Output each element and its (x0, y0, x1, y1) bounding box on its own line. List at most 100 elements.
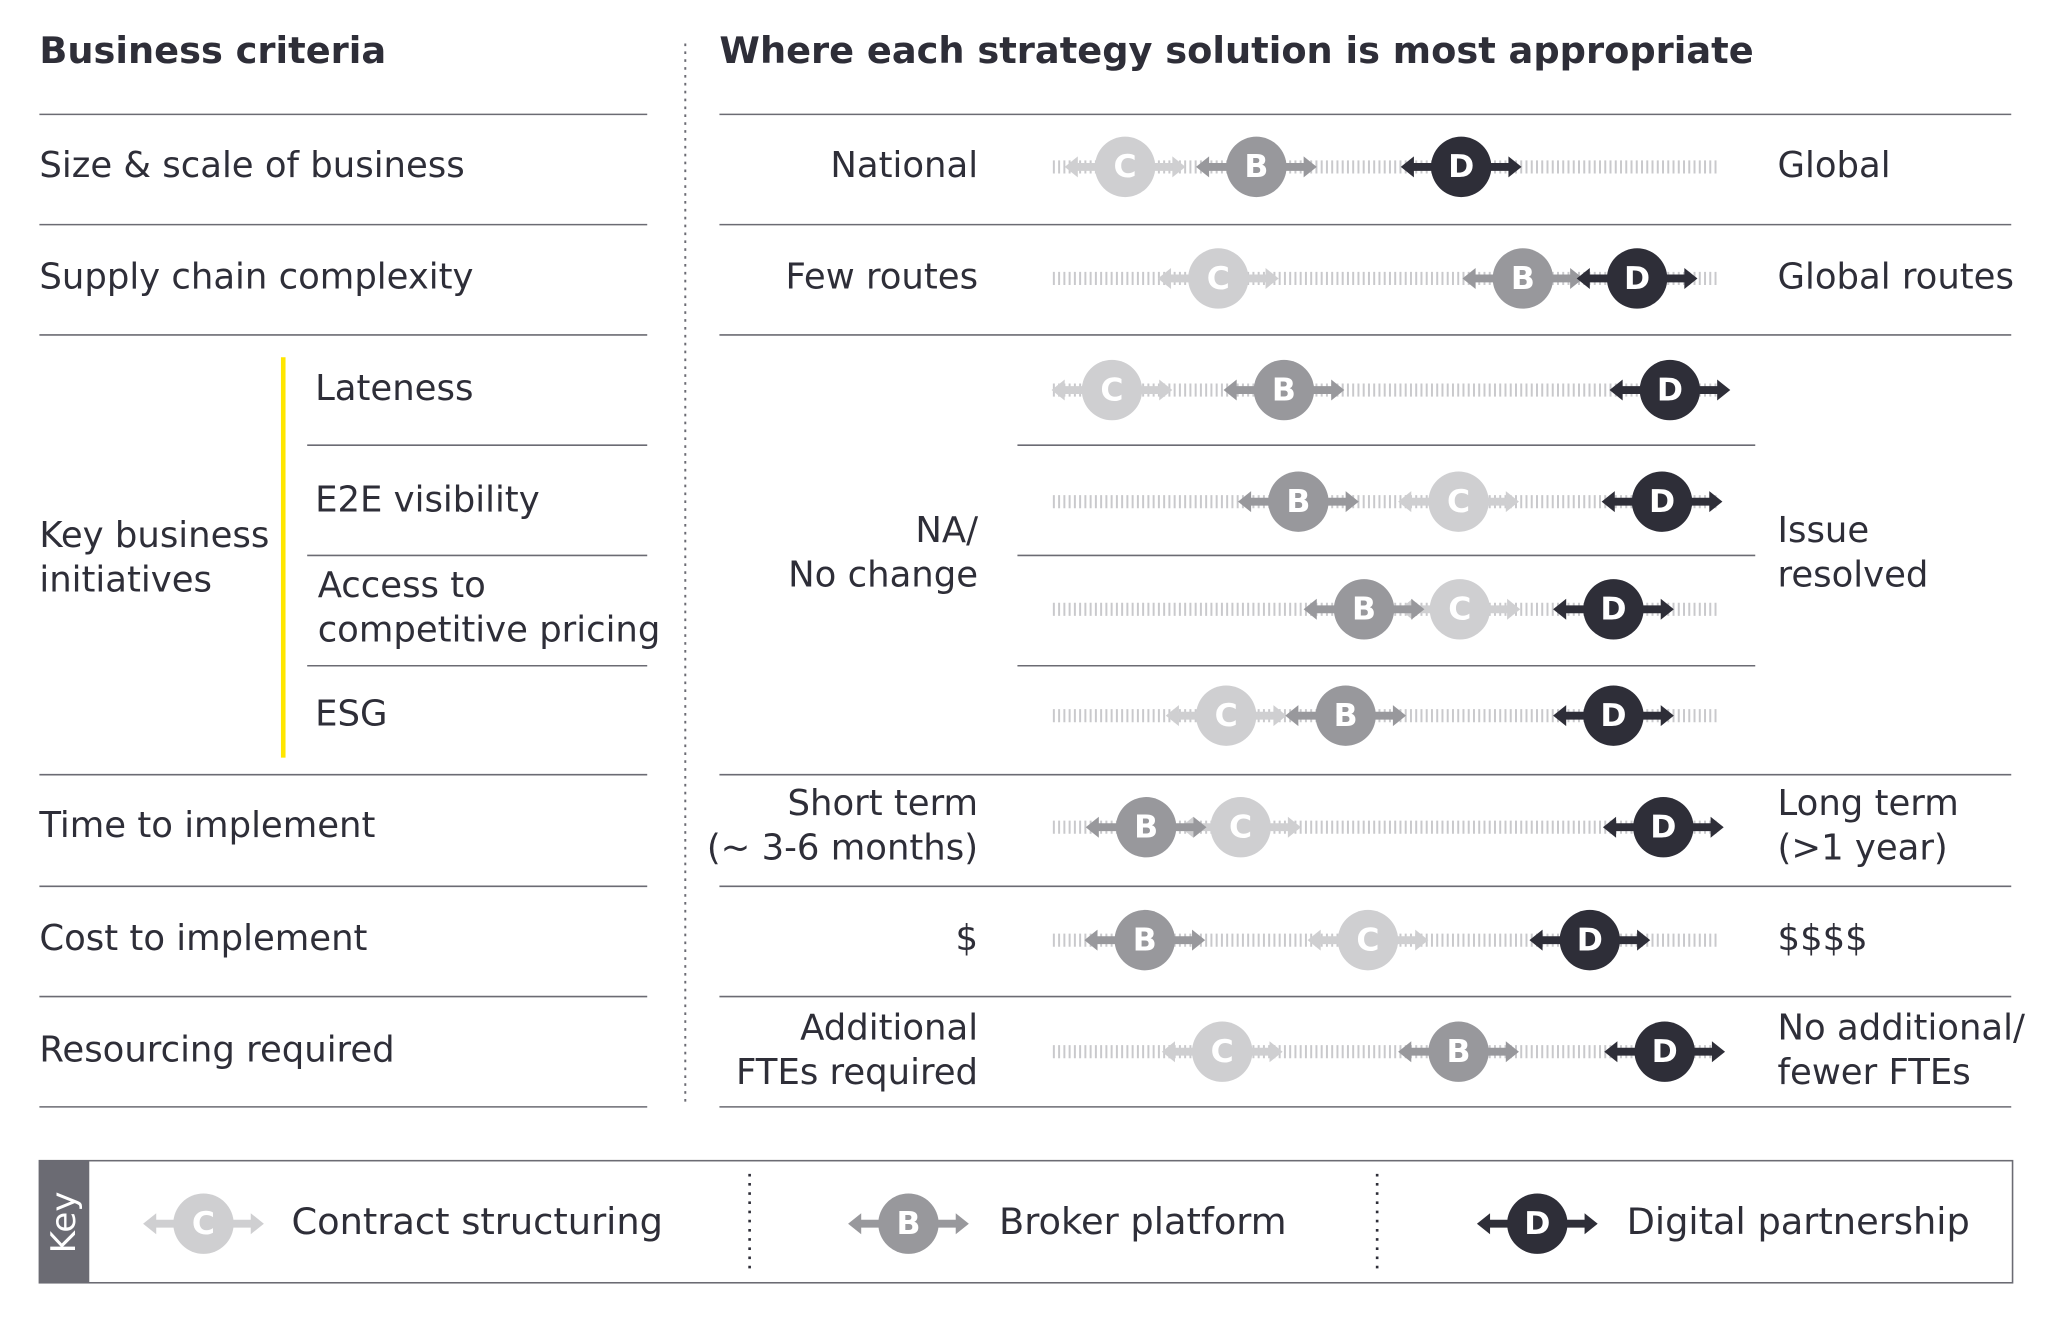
marker-circle (1094, 136, 1156, 198)
marker-circle (1114, 909, 1175, 971)
marker-arrow (1157, 267, 1279, 289)
solution-marker: B (1084, 909, 1206, 971)
solution-marker: D (1576, 248, 1698, 309)
group-bar (280, 357, 286, 758)
initiative: competitive pricing (318, 610, 661, 651)
marker-circle (1631, 471, 1693, 532)
marker-arrow (1553, 598, 1674, 620)
low-label: (~ 3-6 months) (707, 828, 978, 869)
criterion: Key business (39, 515, 269, 556)
key-title: Key (44, 1191, 84, 1253)
marker-letter: C (1211, 1034, 1234, 1070)
solution-marker: D (1609, 359, 1731, 421)
marker-circle (1507, 1193, 1568, 1254)
solution-marker: D (1601, 471, 1723, 532)
marker-arrow (1553, 705, 1674, 727)
marker-letter: B (1334, 698, 1358, 734)
solution-marker: C (1165, 685, 1287, 746)
marker-letter: D (1600, 592, 1626, 628)
solution-marker: C (1180, 797, 1302, 858)
initiative: Lateness (315, 368, 473, 409)
criterion: Size & scale of business (39, 145, 464, 186)
marker-arrow (1604, 1041, 1726, 1063)
marker-circle (1633, 797, 1694, 858)
marker-circle (1115, 797, 1177, 858)
marker-letter: C (1100, 372, 1123, 408)
marker-arrow (1165, 705, 1287, 727)
marker-circle (1253, 359, 1315, 421)
marker-letter: D (1448, 149, 1474, 185)
high-label: fewer FTEs (1778, 1052, 1971, 1093)
high-label: Global (1778, 145, 1891, 186)
marker-circle (1333, 579, 1395, 640)
marker-arrow (848, 1213, 969, 1235)
marker-arrow (1051, 379, 1173, 401)
marker-letter: C (1114, 149, 1137, 185)
marker-letter: B (1286, 484, 1310, 520)
solution-marker: D (1476, 1193, 1598, 1254)
marker-arrow (1400, 156, 1522, 178)
high-label: resolved (1778, 554, 1929, 595)
marker-arrow (1180, 816, 1302, 838)
marker-letter: D (1524, 1206, 1550, 1242)
marker-letter: C (1447, 484, 1470, 520)
marker-letter: B (1244, 149, 1268, 185)
solution-marker: B (1462, 248, 1584, 309)
solution-marker: C (1051, 359, 1173, 421)
marker-letter: D (1649, 484, 1675, 520)
marker-circle (1428, 471, 1489, 532)
marker-circle (1634, 1021, 1695, 1082)
marker-circle (1210, 797, 1271, 858)
marker-arrow (1602, 816, 1724, 838)
marker-letter: B (896, 1206, 920, 1242)
marker-arrow (1285, 705, 1407, 727)
marker-letter: D (1624, 261, 1650, 297)
marker-arrow (1223, 379, 1345, 401)
marker-arrow (1195, 156, 1317, 178)
solution-marker: D (1529, 909, 1651, 971)
key-label: Digital partnership (1627, 1200, 1970, 1243)
marker-arrow (1529, 929, 1651, 951)
low-label: National (830, 145, 978, 186)
initiative: Access to (318, 565, 486, 606)
marker-arrow (1398, 1041, 1519, 1063)
marker-arrow (1084, 929, 1206, 951)
low-label: $ (956, 918, 979, 959)
solution-marker: D (1604, 1021, 1726, 1082)
marker-circle (878, 1193, 939, 1254)
marker-letter: B (1134, 810, 1158, 846)
marker-letter: D (1652, 1034, 1678, 1070)
marker-arrow (1307, 929, 1429, 951)
marker-circle (1492, 248, 1554, 309)
high-label: $$$$ (1778, 918, 1868, 959)
marker-circle (1081, 359, 1143, 421)
solution-marker: C (1307, 909, 1429, 971)
criterion: Time to implement (38, 805, 375, 846)
solution-marker: C (1157, 248, 1279, 309)
marker-letter: C (1229, 810, 1252, 846)
marker-circle (1559, 909, 1621, 971)
marker-arrow (1064, 156, 1186, 178)
solution-marker: B (1085, 797, 1207, 858)
marker-arrow (143, 1213, 264, 1235)
high-label: No additional/ (1778, 1007, 2025, 1048)
marker-letter: D (1577, 922, 1603, 958)
marker-circle (173, 1193, 234, 1254)
marker-letter: D (1650, 810, 1676, 846)
low-label: NA/ (915, 510, 978, 551)
marker-arrow (1161, 1041, 1283, 1063)
marker-letter: C (1448, 592, 1471, 628)
marker-circle (1606, 248, 1668, 309)
marker-letter: C (1356, 922, 1379, 958)
low-label: Short term (788, 783, 979, 824)
marker-circle (1192, 1021, 1253, 1082)
solution-marker: B (1285, 685, 1407, 746)
solution-marker: B (1237, 471, 1359, 532)
solution-marker: C (143, 1193, 264, 1254)
solution-marker: B (1223, 359, 1345, 421)
marker-letter: C (1207, 261, 1230, 297)
marker-letter: B (1352, 592, 1376, 628)
right-header: Where each strategy solution is most app… (719, 29, 1753, 72)
